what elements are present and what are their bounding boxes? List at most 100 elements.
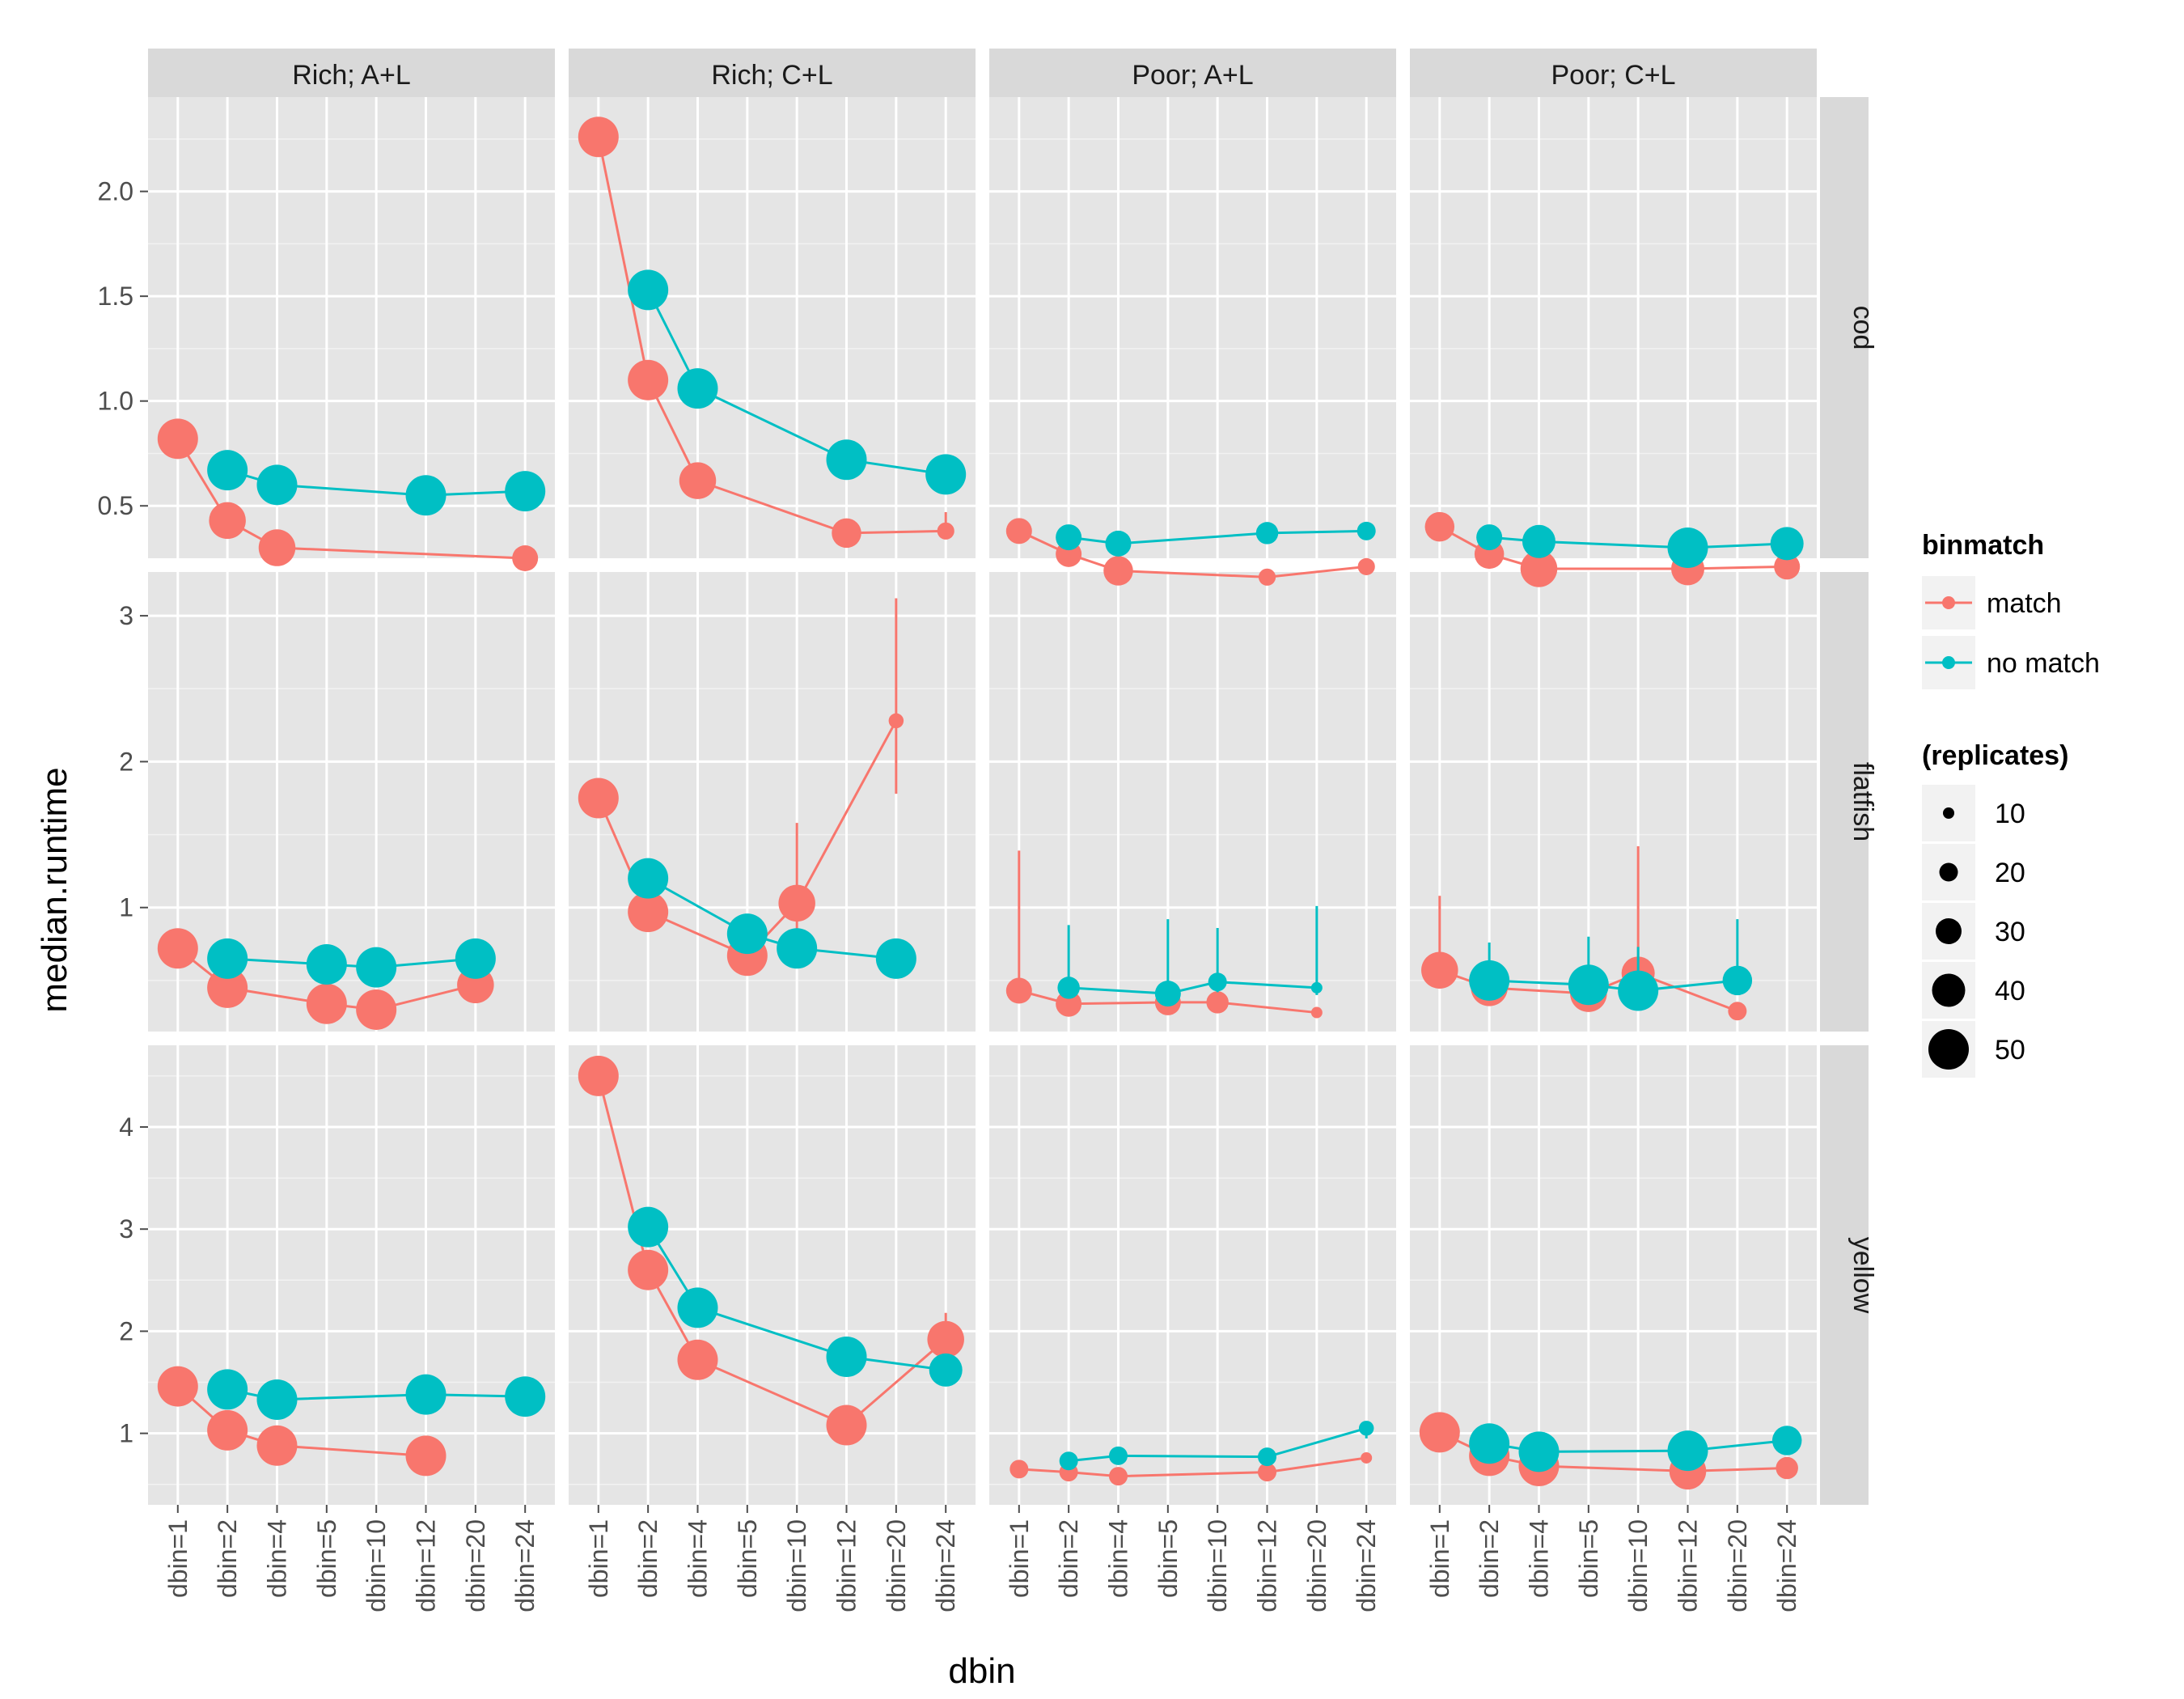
x-tick-label: dbin=10 [362,1519,391,1612]
data-point-no-match [1154,981,1181,1007]
series-line-no-match [227,957,476,969]
x-tick-label: dbin=1 [584,1519,613,1598]
data-point-match [832,518,861,549]
data-point-no-match [677,1287,718,1328]
data-point-match [356,989,397,1030]
legend-size-label: 30 [1995,917,2025,947]
legend-size-point [1932,973,1966,1007]
data-point-match [1056,990,1082,1017]
data-point-match [405,1435,447,1477]
y-tick-label: 1 [119,893,133,922]
y-tick-label: 0.5 [98,491,133,520]
data-point-match [256,1425,298,1466]
x-tick-label: dbin=10 [782,1519,811,1612]
series-line-no-match [646,1226,946,1371]
data-point-match [628,892,669,933]
x-tick-label: dbin=24 [931,1519,960,1612]
data-point-match [157,1366,198,1407]
x-tick-label: dbin=2 [213,1519,242,1598]
facet-panels: Rich; A+L Rich; C+L Poor; A+L Poor; C+L cod f… [98,49,1878,1612]
x-tick-label: dbin=1 [163,1519,193,1598]
data-point-no-match [1357,521,1376,540]
legend-size-label: 10 [1995,799,2025,829]
x-tick-label: dbin=2 [633,1519,662,1598]
data-point-match [927,1320,964,1358]
y-tick-label: 2 [119,747,133,776]
x-tick-label: dbin=2 [1475,1519,1504,1598]
data-point-no-match [925,454,967,495]
data-point-match [888,713,904,729]
facet-strip-col [1410,49,1817,97]
y-axis-title: median.runtime [35,767,74,1012]
y-tick-label: 2.0 [98,177,133,206]
data-point-no-match [1057,977,1080,999]
data-point-no-match [1770,527,1804,561]
facet-strip-col [569,49,976,97]
x-tick-label: dbin=10 [1203,1519,1232,1612]
data-point-no-match [1255,522,1279,544]
y-tick-label: 1.0 [98,387,133,416]
x-tick-label: dbin=5 [1153,1519,1183,1598]
data-point-match [306,983,347,1024]
data-point-no-match [777,928,818,969]
panel-background [569,97,976,558]
data-point-match [1258,568,1276,586]
data-point-match [578,777,619,819]
data-point-no-match [875,938,916,979]
facet-strip-col-label: Rich; C+L [711,60,832,91]
y-tick-label: 2 [119,1316,133,1345]
facet-strip-col-label: Rich; A+L [292,60,410,91]
data-point-no-match [306,944,347,985]
data-point-no-match [677,368,718,409]
data-point-no-match [826,1336,867,1377]
facet-strip-row [1820,97,1869,558]
data-point-match [826,1405,867,1446]
legend-size-label: 40 [1995,976,2025,1006]
data-point-match [578,117,619,158]
x-tick-label: dbin=20 [461,1519,490,1612]
legend-size-label: 20 [1995,858,2025,888]
data-point-no-match [628,269,669,311]
x-tick-label: dbin=24 [510,1519,540,1612]
legend: binmatch match no match (replicates) 10 20 30 4… [1922,530,2100,1078]
x-tick-label: dbin=20 [882,1519,911,1612]
data-point-no-match [1258,1447,1277,1467]
legend-size-label: 50 [1995,1035,2025,1066]
data-point-match [157,418,198,460]
x-tick-label: dbin=24 [1772,1519,1801,1612]
data-point-no-match [1208,972,1227,992]
data-point-no-match [1476,524,1503,551]
data-point-match [1361,1451,1373,1464]
data-point-no-match [1056,524,1082,551]
data-point-match [679,462,717,499]
data-point-match [1258,1463,1277,1482]
series-line-no-match [646,289,946,476]
x-tick-label: dbin=4 [262,1519,291,1598]
facet-strip-row-label: flatfish [1848,762,1878,841]
data-point-no-match [1667,527,1708,569]
y-tick-label: 3 [119,601,133,630]
series-line-no-match [226,1388,526,1401]
data-point-no-match [1059,1451,1078,1471]
legend-size-point [1939,862,1958,882]
data-point-match [628,359,669,400]
data-point-match [1728,1002,1747,1021]
series-line-match [176,438,526,560]
data-point-match [1776,1456,1798,1480]
y-tick-label: 4 [119,1112,133,1142]
facet-strip-row [1820,572,1869,1032]
y-tick-label: 1.5 [98,282,133,311]
data-point-match [1520,550,1558,587]
x-tick-label: dbin=1 [1425,1519,1454,1598]
data-point-no-match [1568,964,1609,1006]
data-point-no-match [405,475,447,516]
facet-strip-row [1820,1045,1869,1505]
x-tick-label: dbin=1 [1005,1519,1034,1598]
series-line-no-match [1068,1426,1367,1463]
data-point-no-match [207,1369,248,1410]
data-point-no-match [826,439,867,481]
data-point-match [1005,518,1032,544]
data-point-match [578,1055,619,1096]
data-point-no-match [256,464,298,506]
